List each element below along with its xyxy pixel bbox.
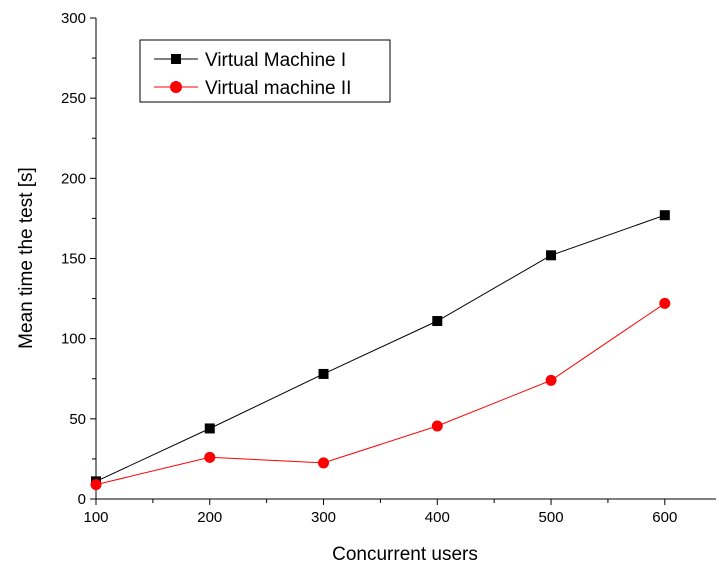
x-tick-label: 300 <box>311 509 336 526</box>
series-layer <box>90 210 671 491</box>
legend-label-series-1: Virtual Machine I <box>205 50 346 71</box>
data-point-square <box>318 368 329 379</box>
series-2 <box>90 297 671 491</box>
data-point-square <box>546 250 557 261</box>
data-point-circle <box>318 457 330 469</box>
legend-label-series-2: Virtual machine II <box>205 78 351 99</box>
x-axis-title: Concurrent users <box>332 544 478 565</box>
data-point-circle <box>204 451 216 463</box>
x-tick-label: 500 <box>539 509 564 526</box>
y-axis-title: Mean time the test [s] <box>16 167 37 349</box>
series-1-line <box>95 214 665 482</box>
data-point-circle <box>545 374 557 386</box>
y-tick-label: 0 <box>78 491 86 508</box>
data-point-square <box>204 423 215 434</box>
series-2-line <box>95 302 666 486</box>
y-tick-label: 200 <box>61 170 86 187</box>
legend-box <box>139 39 391 103</box>
data-point-square <box>432 316 443 327</box>
x-tick-label: 200 <box>197 509 222 526</box>
data-point-square <box>659 210 670 221</box>
x-tick-label: 100 <box>83 509 108 526</box>
x-tick-label: 600 <box>652 509 677 526</box>
data-point-circle <box>90 479 102 491</box>
legend: Virtual Machine I Virtual machine II <box>139 39 391 103</box>
y-tick-label: 100 <box>61 331 86 348</box>
y-tick-label: 50 <box>69 411 86 428</box>
ticks: 100 200 300 400 500 600 0 50 100 150 200 250 300 <box>61 10 677 526</box>
legend-marker-series-1 <box>171 54 181 64</box>
data-point-circle <box>659 297 671 309</box>
y-tick-label: 150 <box>61 251 86 268</box>
y-tick-label: 250 <box>61 90 86 107</box>
y-tick-label: 300 <box>61 10 86 27</box>
data-point-circle <box>431 420 443 432</box>
x-tick-label: 400 <box>425 509 450 526</box>
legend-marker-series-2 <box>170 81 182 93</box>
